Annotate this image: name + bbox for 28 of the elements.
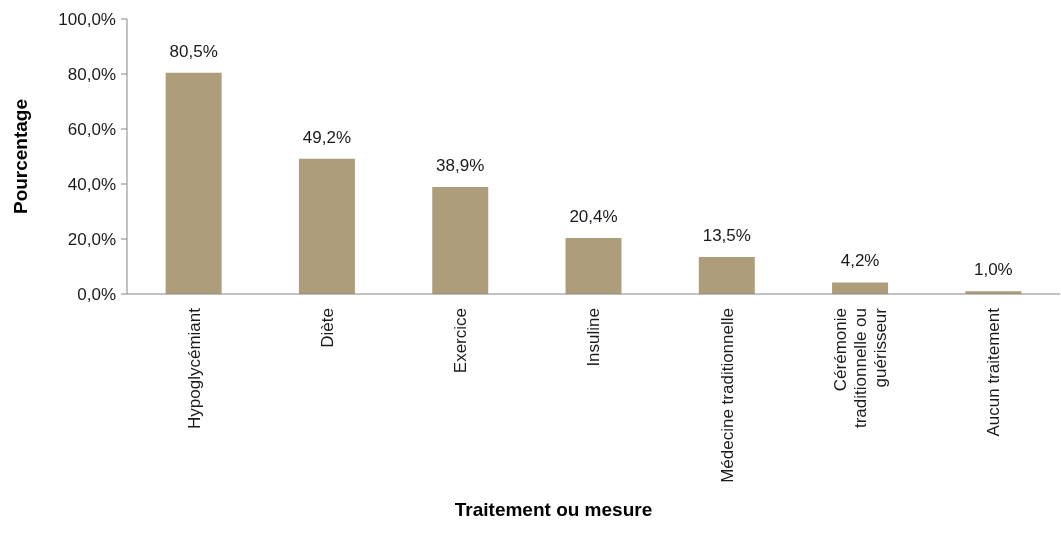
y-axis-title: Pourcentage — [10, 98, 31, 215]
data-label: 38,9% — [436, 156, 485, 176]
data-label: 1,0% — [973, 260, 1013, 280]
data-label: 4,2% — [840, 251, 880, 271]
data-label: 13,5% — [702, 225, 751, 245]
y-tick-label: 80,0% — [67, 64, 116, 84]
y-tick-label: 20,0% — [67, 229, 116, 249]
data-label: 49,2% — [302, 127, 352, 147]
x-tick-label: Cérémonie traditionnelle ou guérisseur — [830, 307, 891, 429]
bar — [165, 72, 222, 294]
x-tick-label: Médecine traditionnelle — [717, 308, 737, 483]
bar — [698, 256, 755, 294]
x-axis-title: Traitement ou mesure — [454, 499, 653, 520]
y-tick-label: 100,0% — [58, 9, 116, 29]
bar — [565, 237, 622, 294]
y-tick-label: 0,0% — [77, 284, 116, 304]
y-tick-label: 40,0% — [67, 174, 116, 194]
y-tick-label: 60,0% — [67, 119, 116, 139]
x-tick-label: Exercice — [451, 308, 471, 374]
bar — [298, 158, 355, 294]
data-label: 20,4% — [569, 206, 618, 226]
data-label: 80,5% — [169, 41, 218, 61]
x-tick-label: Insuline — [584, 308, 604, 367]
x-tick-label: Hypoglycémiant — [184, 307, 204, 429]
bar — [432, 187, 489, 294]
x-tick-label: Aucun traitement — [984, 307, 1004, 437]
bar — [832, 282, 889, 294]
x-tick-label: Diète — [317, 308, 337, 348]
